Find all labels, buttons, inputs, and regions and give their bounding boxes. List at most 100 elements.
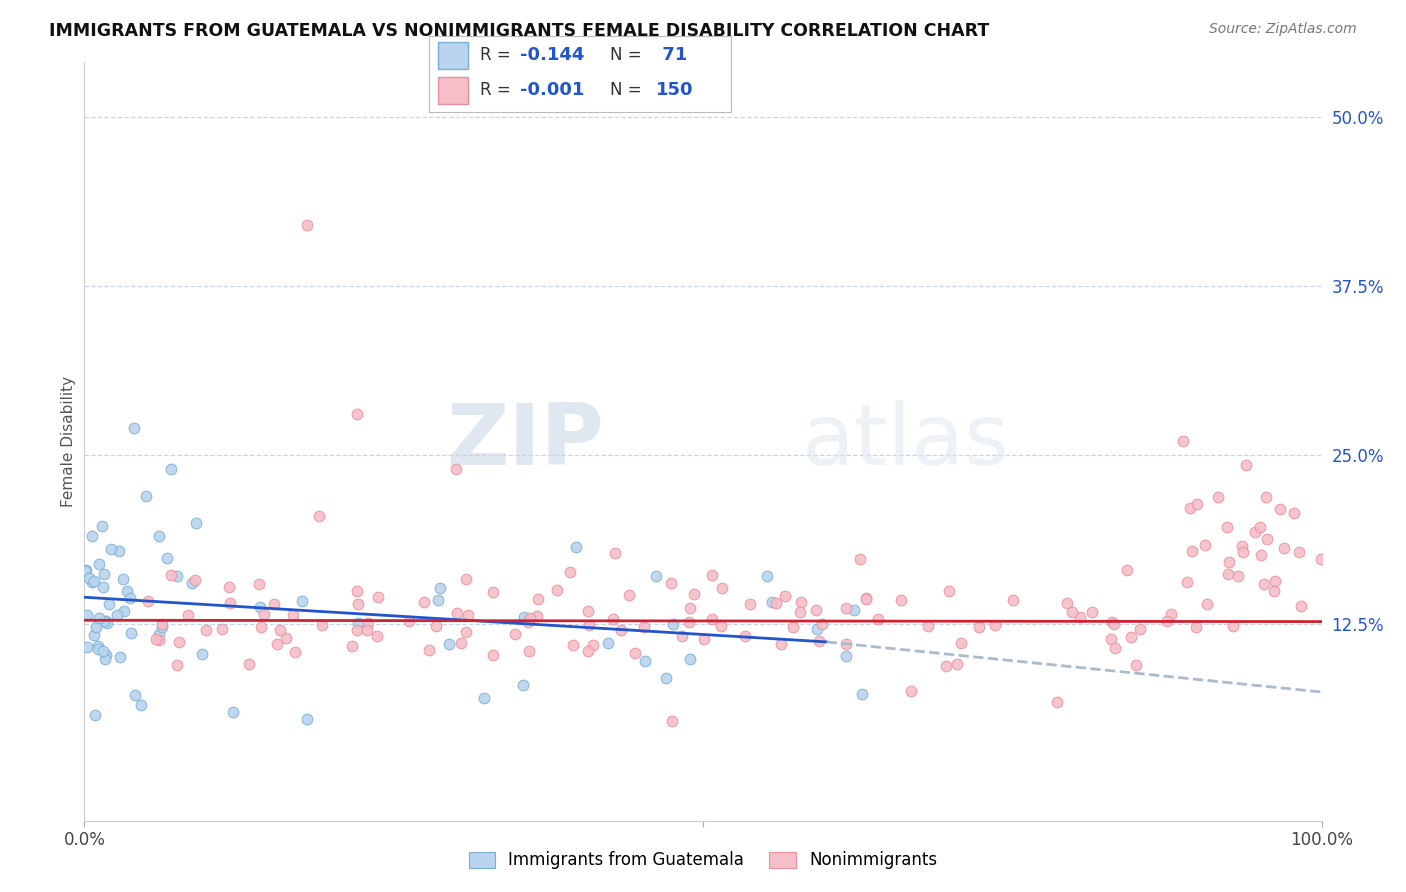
Point: [76, 563, 98, 577]
Point: [678, 615, 700, 629]
Point: [1102, 616, 1125, 631]
Point: [1125, 657, 1147, 672]
Bar: [437, 42, 468, 69]
Point: [446, 606, 468, 620]
Point: [124, 688, 146, 702]
Point: [1171, 434, 1194, 449]
Point: [295, 712, 318, 726]
Point: [211, 622, 233, 636]
Point: [413, 595, 436, 609]
Point: [135, 489, 157, 503]
Point: [1216, 520, 1239, 534]
Point: [662, 617, 685, 632]
Point: [346, 623, 368, 637]
Point: [148, 529, 170, 543]
Point: [167, 635, 190, 649]
Point: [1263, 584, 1285, 599]
Point: [679, 652, 702, 666]
Point: [782, 619, 804, 633]
Point: [1180, 500, 1202, 515]
Point: [1232, 539, 1254, 553]
Point: [890, 593, 912, 607]
Point: [145, 632, 167, 646]
Point: [96, 615, 118, 630]
Point: [806, 622, 828, 636]
Point: [366, 629, 388, 643]
Point: [218, 580, 240, 594]
Point: [160, 461, 183, 475]
Point: [661, 714, 683, 728]
Point: [950, 636, 973, 650]
Point: [94, 651, 117, 665]
Text: R =: R =: [481, 46, 516, 64]
Point: [1289, 599, 1312, 614]
Point: [284, 645, 307, 659]
Point: [129, 698, 152, 712]
Point: [790, 595, 813, 609]
Text: N =: N =: [610, 81, 647, 99]
Point: [308, 508, 330, 523]
Point: [136, 594, 159, 608]
Point: [807, 634, 830, 648]
Point: [83, 628, 105, 642]
Point: [219, 596, 242, 610]
Point: [108, 649, 131, 664]
Point: [100, 541, 122, 556]
Point: [605, 546, 627, 560]
Point: [91, 519, 114, 533]
Point: [578, 644, 600, 658]
Point: [1234, 458, 1257, 472]
Point: [117, 584, 139, 599]
Point: [347, 615, 370, 630]
Point: [160, 568, 183, 582]
Point: [238, 657, 260, 671]
Text: 150: 150: [655, 81, 693, 99]
Point: [1177, 575, 1199, 590]
Point: [938, 584, 960, 599]
Point: [84, 620, 107, 634]
Point: [844, 603, 866, 617]
Point: [482, 648, 505, 662]
Point: [191, 647, 214, 661]
Point: [1256, 532, 1278, 546]
Point: [425, 619, 447, 633]
Point: [93, 614, 115, 628]
Point: [900, 683, 922, 698]
Point: [644, 569, 666, 583]
Point: [702, 612, 724, 626]
Point: [1254, 490, 1277, 504]
Point: [967, 620, 990, 634]
Point: [1115, 563, 1137, 577]
Point: [756, 568, 779, 582]
Point: [598, 636, 620, 650]
Point: [526, 609, 548, 624]
Point: [77, 571, 100, 585]
Text: -0.144: -0.144: [520, 46, 583, 64]
Point: [565, 540, 588, 554]
Point: [1160, 607, 1182, 621]
Point: [269, 623, 291, 637]
Point: [150, 616, 173, 631]
Point: [851, 687, 873, 701]
Point: [917, 618, 939, 632]
Point: [76, 640, 98, 655]
Point: [195, 624, 218, 638]
Point: [94, 614, 117, 628]
Point: [1253, 577, 1275, 591]
Point: [1218, 555, 1240, 569]
Point: [311, 618, 333, 632]
Text: -0.001: -0.001: [520, 81, 583, 99]
Point: [1222, 618, 1244, 632]
Point: [935, 659, 957, 673]
Point: [482, 584, 505, 599]
Point: [444, 461, 467, 475]
Point: [87, 639, 110, 653]
Point: [120, 626, 142, 640]
Point: [118, 591, 141, 605]
Point: [148, 627, 170, 641]
Point: [546, 583, 568, 598]
Point: [835, 600, 858, 615]
Point: [761, 595, 783, 609]
Point: [1129, 623, 1152, 637]
Point: [295, 218, 318, 232]
